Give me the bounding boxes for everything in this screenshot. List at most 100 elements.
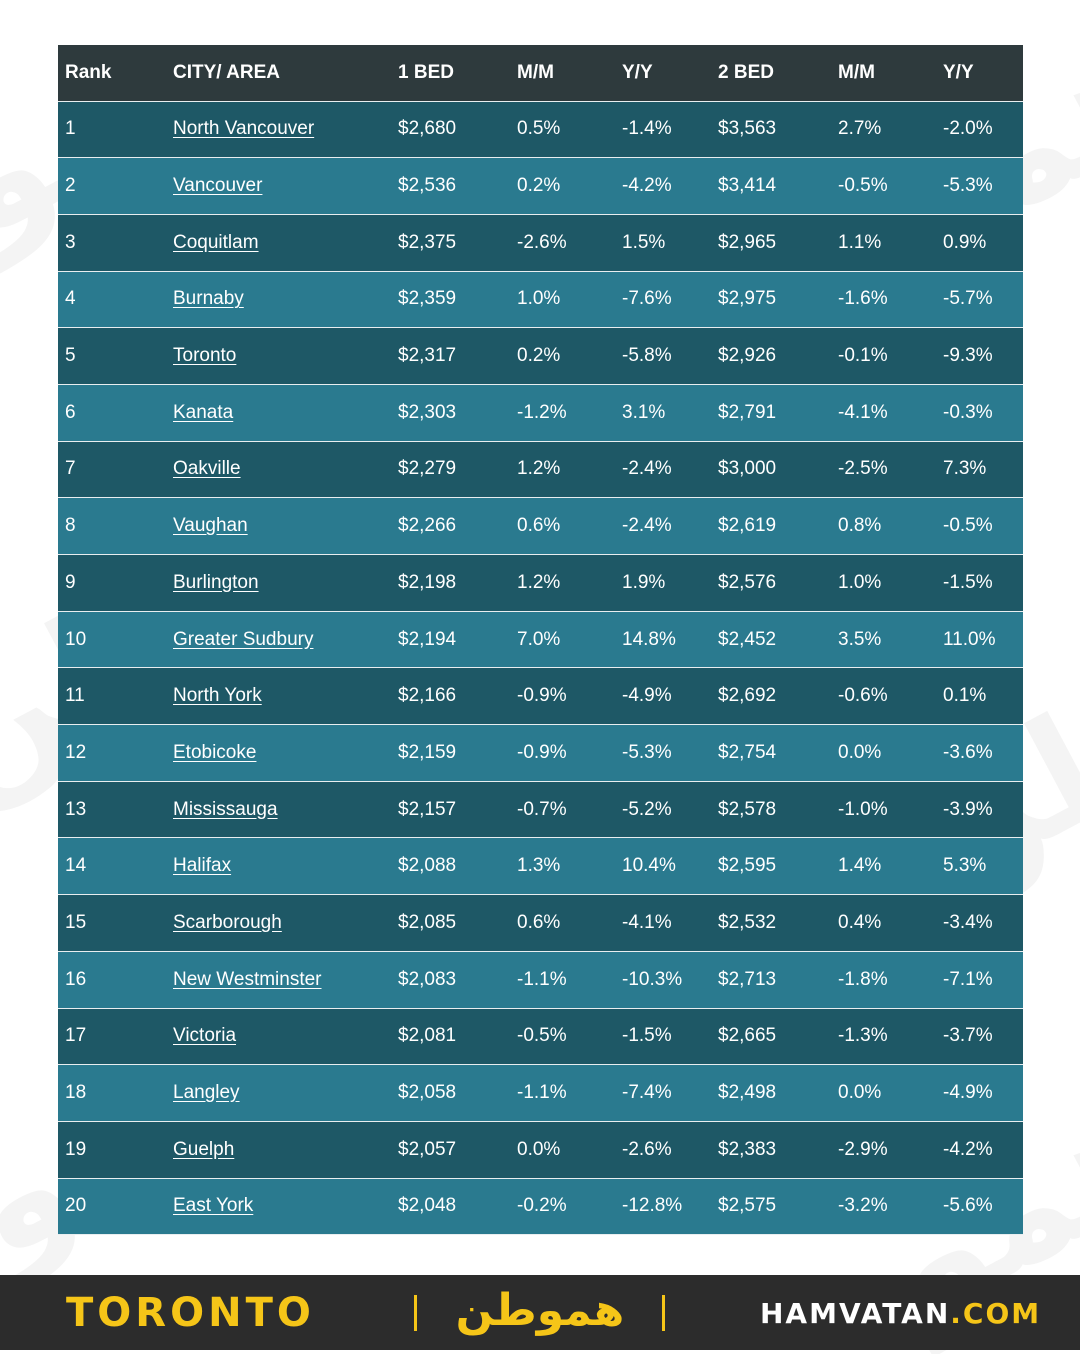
two-bed-rent-cell: $2,926 [711,327,831,385]
two-bed-mm-cell: -1.0% [831,780,936,838]
two-bed-rent-cell: $2,713 [711,950,831,1008]
one-bed-rent-cell: $2,266 [391,497,510,555]
two-bed-rent-cell: $2,532 [711,894,831,952]
two-bed-yy-cell: -5.7% [936,270,1023,328]
city-cell: Burlington [166,554,391,612]
rent-ranking-table: Rank CITY/ AREA 1 BED M/M Y/Y 2 BED M/M … [58,45,1023,1236]
one-bed-rent-cell: $2,375 [391,213,510,272]
city-link[interactable]: Toronto [173,345,237,367]
header-rank: Rank [65,61,112,83]
one-bed-rent-cell: $2,088 [391,837,510,895]
one-bed-yy-cell: -1.5% [615,1007,711,1065]
two-bed-rent-cell: $3,000 [711,440,831,498]
rank-cell: 15 [58,894,166,952]
two-bed-yy-cell: 7.3% [936,440,1023,498]
one-bed-rent-cell: $2,198 [391,554,510,612]
one-bed-yy-cell: -7.4% [615,1064,711,1122]
two-bed-rent-cell: $2,665 [711,1007,831,1065]
city-link[interactable]: Vancouver [173,175,263,197]
two-bed-mm-cell: -2.5% [831,440,936,498]
one-bed-mm-cell: -1.1% [510,1064,615,1122]
table-row: 11 North York $2,166 -0.9% -4.9% $2,692 … [58,667,1023,725]
table-row: 20 East York $2,048 -0.2% -12.8% $2,575 … [58,1177,1023,1236]
one-bed-mm-cell: 0.2% [510,157,615,215]
two-bed-yy-cell: -9.3% [936,327,1023,385]
website-link[interactable]: HAMVATAN.COM [760,1297,1041,1331]
one-bed-mm-cell: -0.9% [510,724,615,782]
table-row: 16 New Westminster $2,083 -1.1% -10.3% $… [58,950,1023,1008]
one-bed-mm-cell: 1.2% [510,440,615,498]
one-bed-yy-cell: -5.3% [615,724,711,782]
city-link[interactable]: North York [173,685,262,707]
city-link[interactable]: New Westminster [173,968,322,990]
two-bed-yy-cell: 0.9% [936,213,1023,272]
two-bed-rent-cell: $2,619 [711,497,831,555]
city-link[interactable]: Kanata [173,401,234,423]
one-bed-mm-cell: 0.2% [510,327,615,385]
city-link[interactable]: Halifax [173,855,232,877]
rank-cell: 10 [58,610,166,668]
two-bed-mm-cell: 1.0% [831,554,936,612]
city-link[interactable]: Victoria [173,1025,237,1047]
rent-ranking-table-container: Rank CITY/ AREA 1 BED M/M Y/Y 2 BED M/M … [58,45,1023,1236]
two-bed-yy-cell: -1.5% [936,554,1023,612]
city-link[interactable]: Mississauga [173,798,278,820]
two-bed-yy-cell: -0.3% [936,383,1023,442]
rank-cell: 18 [58,1064,166,1122]
one-bed-rent-cell: $2,536 [391,157,510,215]
city-link[interactable]: Burlington [173,571,259,593]
one-bed-rent-cell: $2,048 [391,1177,510,1236]
one-bed-yy-cell: -5.2% [615,780,711,838]
header-city-area: CITY/ AREA [173,61,280,83]
rank-cell: 9 [58,554,166,612]
two-bed-mm-cell: -0.1% [831,327,936,385]
two-bed-yy-cell: 0.1% [936,667,1023,725]
one-bed-mm-cell: -0.5% [510,1007,615,1065]
one-bed-yy-cell: -4.1% [615,894,711,952]
city-cell: Guelph [166,1120,391,1179]
table-row: 19 Guelph $2,057 0.0% -2.6% $2,383 -2.9%… [58,1120,1023,1179]
one-bed-mm-cell: 0.0% [510,1120,615,1179]
rank-cell: 8 [58,497,166,555]
city-cell: Langley [166,1064,391,1122]
header-2-bed-yy: Y/Y [943,61,974,83]
two-bed-rent-cell: $2,383 [711,1120,831,1179]
header-1-bed: 1 BED [398,61,454,83]
city-cell: New Westminster [166,950,391,1008]
two-bed-mm-cell: -4.1% [831,383,936,442]
two-bed-mm-cell: -0.6% [831,667,936,725]
one-bed-mm-cell: 0.5% [510,100,615,158]
two-bed-mm-cell: 1.1% [831,213,936,272]
two-bed-mm-cell: -3.2% [831,1177,936,1236]
city-link[interactable]: Coquitlam [173,231,259,253]
one-bed-mm-cell: 1.2% [510,554,615,612]
table-row: 12 Etobicoke $2,159 -0.9% -5.3% $2,754 0… [58,724,1023,782]
one-bed-mm-cell: -0.9% [510,667,615,725]
one-bed-yy-cell: 3.1% [615,383,711,442]
city-link[interactable]: Oakville [173,458,241,480]
city-link[interactable]: Burnaby [173,288,244,310]
footer-bar: TORONTO هموطن HAMVATAN.COM [0,1275,1080,1350]
two-bed-mm-cell: 3.5% [831,610,936,668]
city-link[interactable]: Scarborough [173,911,282,933]
city-link[interactable]: Langley [173,1082,240,1104]
city-link[interactable]: North Vancouver [173,118,315,140]
city-link[interactable]: Etobicoke [173,741,257,763]
city-link[interactable]: Greater Sudbury [173,628,314,650]
table-row: 18 Langley $2,058 -1.1% -7.4% $2,498 0.0… [58,1064,1023,1122]
one-bed-yy-cell: -2.4% [615,497,711,555]
table-row: 5 Toronto $2,317 0.2% -5.8% $2,926 -0.1%… [58,327,1023,385]
two-bed-yy-cell: -2.0% [936,100,1023,158]
two-bed-rent-cell: $3,563 [711,100,831,158]
one-bed-mm-cell: 0.6% [510,894,615,952]
city-link[interactable]: Vaughan [173,515,248,537]
city-cell: Burnaby [166,270,391,328]
city-cell: North Vancouver [166,100,391,158]
table-row: 9 Burlington $2,198 1.2% 1.9% $2,576 1.0… [58,554,1023,612]
one-bed-mm-cell: -1.1% [510,950,615,1008]
city-link[interactable]: East York [173,1195,254,1217]
one-bed-rent-cell: $2,166 [391,667,510,725]
city-link[interactable]: Guelph [173,1138,235,1160]
two-bed-rent-cell: $2,692 [711,667,831,725]
header-1-bed-mm: M/M [517,61,554,83]
